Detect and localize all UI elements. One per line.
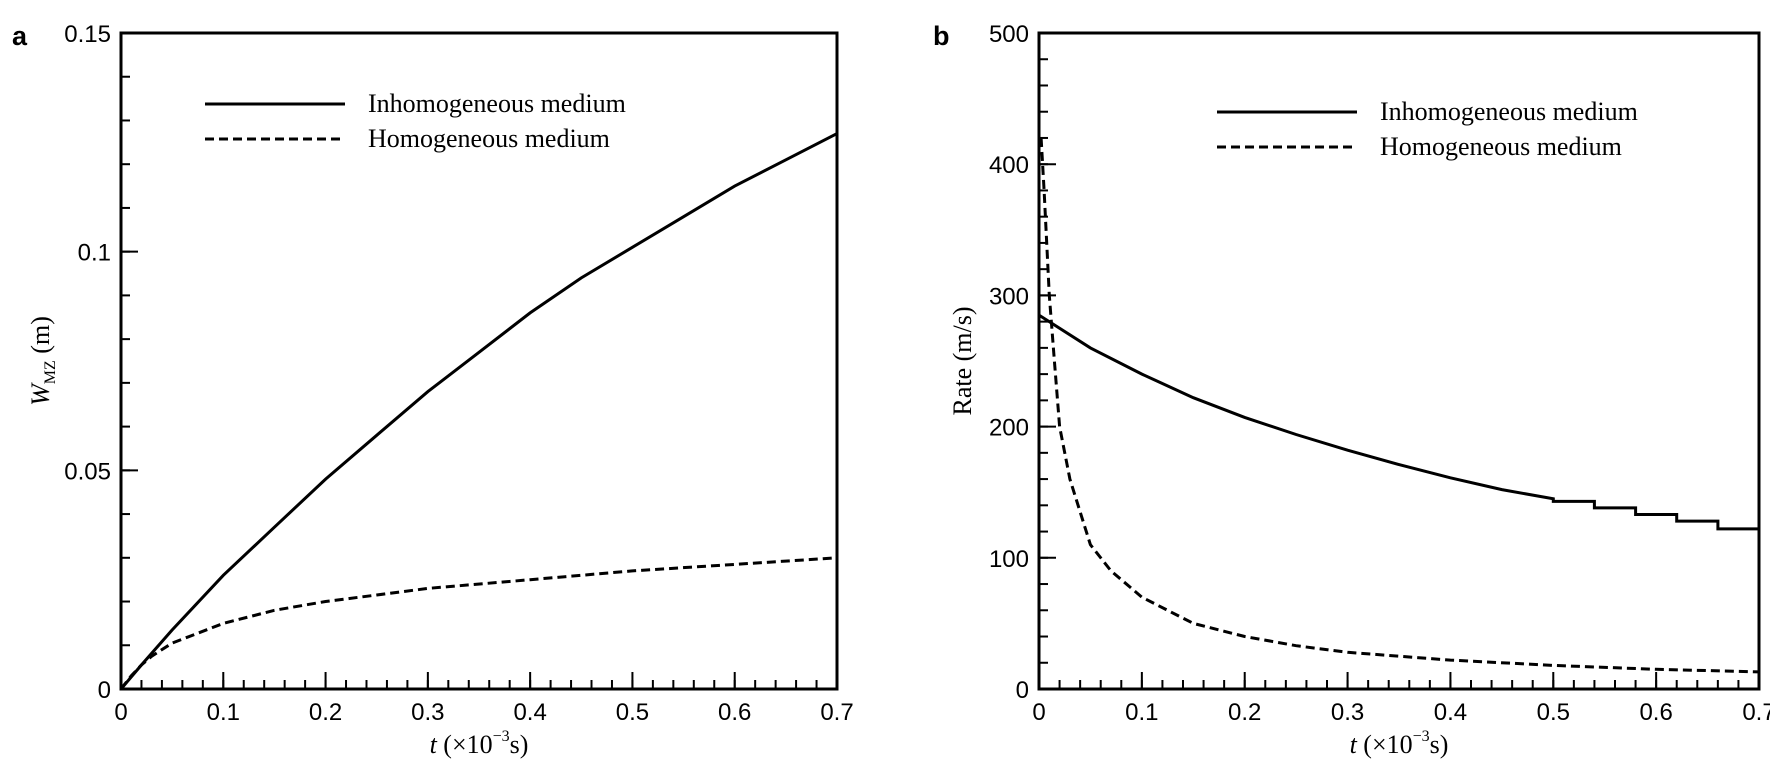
- x-tick-label: 0.3: [411, 699, 444, 726]
- plot-frame: [1037, 31, 1761, 691]
- y-label-unit: (m): [26, 316, 55, 360]
- y-tick-label: 0.05: [64, 458, 111, 485]
- x-tick-label: 0: [114, 699, 127, 726]
- x-label-var: t: [430, 730, 438, 759]
- y-label-sub: MZ: [42, 360, 59, 384]
- y-tick-label: 300: [989, 283, 1029, 310]
- plot-frame: [119, 31, 839, 691]
- x-tick-label: 0.7: [820, 699, 853, 726]
- y-axis-label: WMZ (m): [26, 316, 59, 406]
- x-label-sup: −3: [493, 728, 510, 745]
- panel-b: 0 0.1 0.2 0.3 0.4 0.5 0.6 0.7 0 100 200 300 400 500 In…: [933, 21, 1770, 759]
- x-label-sup: −3: [1413, 728, 1430, 745]
- y-tick-label: 0.15: [64, 21, 111, 48]
- x-tick-label: 0.2: [1228, 699, 1261, 726]
- x-label-var: t: [1350, 730, 1358, 759]
- y-tick-label: 400: [989, 152, 1029, 179]
- x-tick-label: 0: [1032, 699, 1045, 726]
- x-tick-label: 0.6: [718, 699, 751, 726]
- y-tick-label: 200: [989, 415, 1029, 442]
- panel-label: a: [12, 21, 28, 51]
- x-tick-label: 0.5: [616, 699, 649, 726]
- x-tick-label: 0.4: [513, 699, 546, 726]
- y-axis-label: Rate (m/s): [948, 306, 977, 415]
- y-tick-label: 500: [989, 21, 1029, 48]
- legend-label: Homogeneous medium: [368, 124, 610, 153]
- x-tick-label: 0.7: [1742, 699, 1770, 726]
- x-label-text: (×10: [1357, 730, 1413, 759]
- x-label-end: s): [510, 730, 529, 759]
- x-tick-label: 0.1: [207, 699, 240, 726]
- legend-label: Homogeneous medium: [1380, 132, 1622, 161]
- panel-a: 0 0.1 0.2 0.3 0.4 0.5 0.6 0.7 0 0.05 0.1 0.15 Inhomo…: [12, 21, 854, 759]
- series-line-homogeneous: [1039, 137, 1759, 674]
- x-tick-label: 0.4: [1434, 699, 1467, 726]
- x-tick-label: 0.5: [1537, 699, 1570, 726]
- x-tick-label: 0.2: [309, 699, 342, 726]
- panel-label: b: [933, 21, 950, 51]
- x-tick-label: 0.3: [1331, 699, 1364, 726]
- y-tick-label: 0: [98, 677, 111, 704]
- x-tick-label: 0.6: [1639, 699, 1672, 726]
- y-tick-label: 0: [1016, 677, 1029, 704]
- series-line-inhomogeneous: [121, 132, 837, 689]
- x-label-text: (×10: [437, 730, 493, 759]
- series-line-inhomogeneous: [1039, 313, 1759, 531]
- x-axis-label: t (×10−3s): [430, 728, 529, 759]
- y-tick-label: 0.1: [78, 240, 111, 267]
- x-tick-label: 0.1: [1125, 699, 1158, 726]
- y-label-var: W: [26, 382, 55, 406]
- x-label-end: s): [1430, 730, 1449, 759]
- x-axis-label: t (×10−3s): [1350, 728, 1449, 759]
- legend-label: Inhomogeneous medium: [368, 89, 626, 118]
- legend-label: Inhomogeneous medium: [1380, 97, 1638, 126]
- series-line-homogeneous: [121, 556, 837, 689]
- y-tick-label: 100: [989, 546, 1029, 573]
